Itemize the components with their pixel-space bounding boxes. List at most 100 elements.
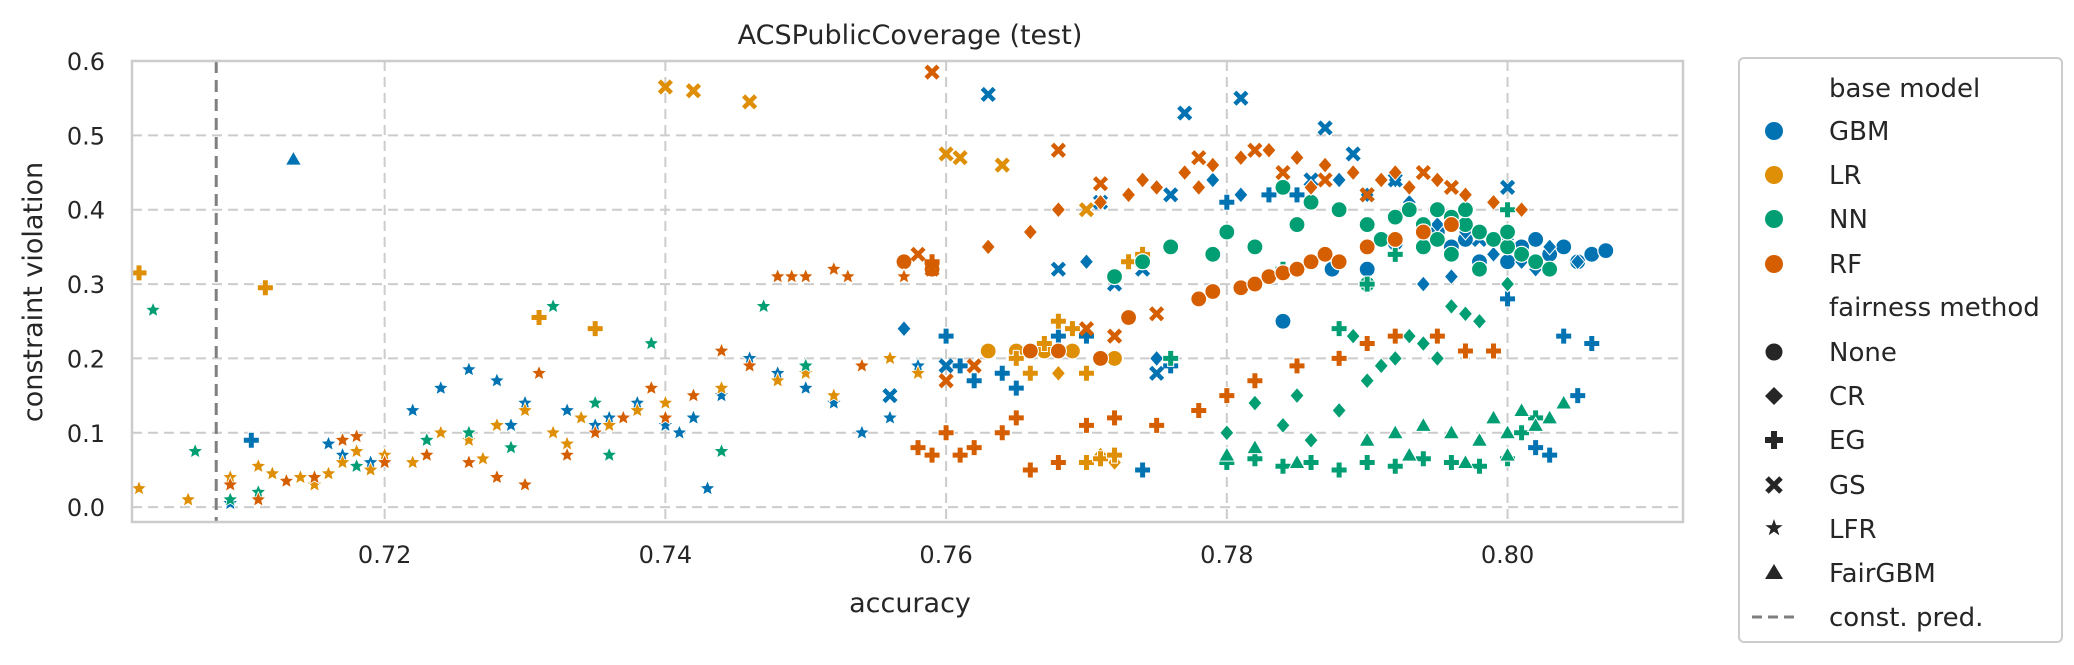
legend-marker-eg <box>1765 431 1783 449</box>
point-nn-eg <box>1330 320 1348 338</box>
point-nn-none <box>1302 193 1320 211</box>
point-rf-cr <box>1387 163 1403 182</box>
point-rf-lfr <box>825 260 843 277</box>
point-rf-lfr <box>460 453 478 470</box>
point-rf-cr <box>1191 178 1207 197</box>
point-rf-lfr <box>839 267 857 284</box>
legend-style-title: fairness method <box>1829 293 2040 323</box>
point-nn-fairgbm <box>1246 438 1264 455</box>
point-nn-fairgbm <box>1526 416 1545 432</box>
point-lr-lfr <box>333 453 352 470</box>
point-lr-lfr <box>600 416 618 433</box>
point-nn-none <box>1358 215 1376 234</box>
legend-label-const-pred: const. pred. <box>1829 603 1983 633</box>
x-tick-label: 0.80 <box>1481 541 1534 569</box>
point-gbm-gs <box>1149 365 1165 381</box>
point-rf-none <box>1119 308 1138 327</box>
point-nn-cr <box>1331 401 1347 420</box>
point-nn-lfr <box>186 442 204 459</box>
point-rf-cr <box>1120 186 1137 204</box>
point-rf-none <box>1442 215 1461 234</box>
legend-label-fairgbm: FairGBM <box>1829 559 1936 589</box>
point-gbm-lfr <box>656 416 674 433</box>
point-nn-none <box>1527 253 1545 271</box>
point-rf-gs <box>924 64 940 80</box>
point-rf-cr <box>1205 156 1221 174</box>
point-gbm-none <box>1597 242 1615 260</box>
point-gbm-lfr <box>432 379 450 396</box>
point-nn-none <box>1386 208 1404 226</box>
point-lr-lfr <box>319 464 338 481</box>
point-lr-lfr <box>404 453 422 470</box>
point-nn-fairgbm <box>1217 446 1236 462</box>
point-lr-eg <box>256 279 274 297</box>
point-nn-cr <box>1359 371 1375 390</box>
point-gbm-lfr <box>712 386 731 403</box>
point-rf-eg <box>937 424 955 442</box>
point-lr-gs <box>994 157 1010 173</box>
point-lr-lfr <box>179 490 197 508</box>
point-gbm-gs <box>938 358 954 374</box>
point-gbm-gs <box>1163 187 1179 203</box>
legend-label-nn: NN <box>1829 205 1868 235</box>
point-rf-cr <box>1148 178 1165 197</box>
point-nn-fairgbm <box>1414 416 1433 432</box>
point-rf-lfr <box>614 408 632 426</box>
point-gbm-lfr <box>797 379 815 396</box>
point-rf-cr <box>1485 193 1502 212</box>
point-nn-cr <box>1373 357 1389 375</box>
x-tick-label: 0.78 <box>1200 541 1253 569</box>
point-rf-lfr <box>277 472 295 489</box>
x-tick-label: 0.72 <box>358 541 411 569</box>
point-rf-none <box>1316 245 1334 263</box>
point-nn-eg <box>1162 349 1180 367</box>
point-gbm-none <box>1527 230 1545 249</box>
point-gbm-eg <box>993 364 1011 382</box>
point-rf-gs <box>1317 172 1333 188</box>
point-lr-gs <box>685 83 702 99</box>
point-nn-fairgbm <box>1484 408 1503 425</box>
point-nn-fairgbm <box>1470 431 1489 447</box>
point-rf-eg <box>1148 416 1166 434</box>
point-rf-gs <box>1191 150 1207 166</box>
legend-hue-title: base model <box>1829 74 1980 104</box>
point-nn-fairgbm <box>1400 446 1419 462</box>
point-lr-eg <box>1021 364 1039 382</box>
point-rf-eg <box>993 424 1011 442</box>
point-rf-lfr <box>418 446 436 463</box>
point-gbm-cr <box>1331 171 1347 189</box>
point-gbm-eg <box>1541 446 1559 464</box>
point-nn-cr <box>1387 349 1403 368</box>
point-rf-eg <box>1246 372 1264 390</box>
point-rf-eg <box>951 446 969 464</box>
point-nn-cr <box>1345 327 1361 345</box>
point-nn-fairgbm <box>1358 431 1377 447</box>
point-rf-lfr <box>488 468 506 485</box>
point-nn-none <box>1470 223 1489 241</box>
point-rf-cr <box>1317 156 1333 174</box>
point-rf-gs <box>910 246 926 262</box>
legend-label-lfr: LFR <box>1829 515 1877 545</box>
point-rf-lfr <box>305 468 324 485</box>
point-nn-none <box>1134 253 1152 271</box>
plot-frame <box>130 59 1685 524</box>
point-rf-gs <box>1078 321 1095 337</box>
point-rf-gs <box>966 358 982 374</box>
point-gbm-gs <box>882 388 898 404</box>
point-nn-lfr <box>544 297 562 314</box>
point-rf-none <box>895 253 913 271</box>
point-rf-lfr <box>656 408 674 426</box>
point-nn-cr <box>1429 349 1446 368</box>
point-lr-gs <box>938 146 954 162</box>
point-rf-eg <box>965 439 983 457</box>
point-nn-fairgbm <box>1554 394 1573 410</box>
legend-label-gbm: GBM <box>1829 117 1889 147</box>
point-rf-none <box>1288 260 1306 278</box>
point-nn-lfr <box>221 490 239 508</box>
point-lr-eg <box>1120 253 1138 271</box>
legend-marker-rf <box>1765 255 1783 273</box>
point-gbm-cr <box>1148 349 1165 368</box>
point-gbm-lfr <box>404 401 422 418</box>
point-gbm-eg <box>1583 335 1601 353</box>
